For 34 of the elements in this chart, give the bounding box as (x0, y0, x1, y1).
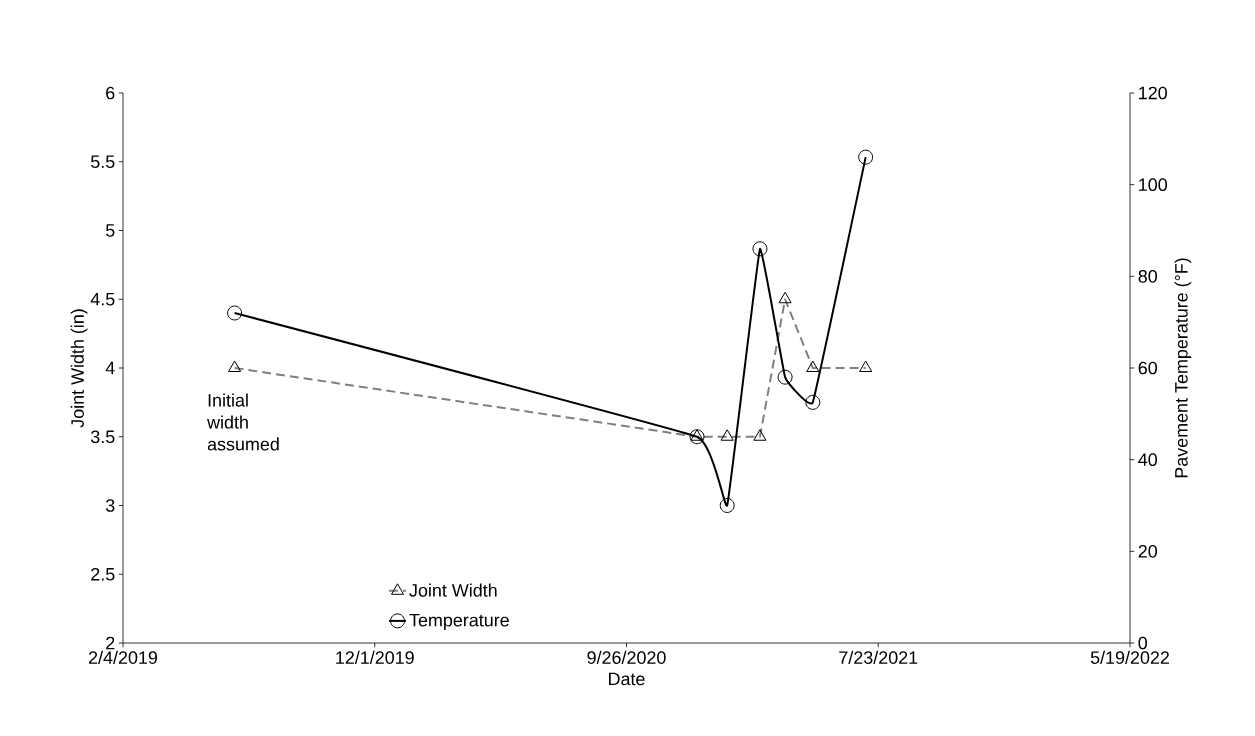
x-tick-label: 9/26/2020 (587, 650, 666, 664)
y-tick-label: 5.5 (91, 155, 115, 168)
legend-label: Joint Width (409, 583, 497, 597)
point (805, 394, 821, 410)
y-tick-label: 2.5 (91, 567, 115, 581)
y-tick-label: 2 (106, 636, 115, 650)
y-tick-label: 3 (105, 499, 115, 512)
x-tick-label: 5/19/2022 (1090, 650, 1169, 664)
point (719, 498, 735, 513)
annotation: Initial width assumed (207, 393, 279, 451)
x-tick-label: 2/4/2019 (89, 650, 158, 664)
x-tick-label: 7/23/2021 (839, 650, 918, 664)
y-tick-label: 3.5 (90, 430, 115, 444)
x-axis-title: Date (609, 672, 645, 686)
y-tick-label: 4.5 (90, 292, 115, 306)
y2-tick-label: 100 (1139, 178, 1167, 192)
y2-tick-label: 0 (1138, 636, 1148, 650)
y-tick-label: 5 (105, 224, 115, 237)
point (752, 241, 768, 257)
point (689, 429, 705, 445)
x-tick-label: 12/1/2019 (336, 650, 414, 664)
y-tick-label: 6 (106, 86, 115, 100)
y2-tick-label: 80 (1138, 269, 1158, 283)
legend-label: Temperature (409, 613, 509, 631)
y-axis-title: Joint Width (in) (70, 309, 88, 428)
point (858, 149, 874, 165)
y2-tick-label: 60 (1138, 361, 1158, 375)
y2-axis-title: Pavement Temperature (°F) (1174, 258, 1192, 478)
y2-tick-label: 40 (1138, 453, 1158, 467)
y-tick-label: 4 (105, 361, 115, 375)
point (777, 369, 793, 385)
y2-tick-label: 20 (1138, 544, 1158, 558)
point (227, 305, 243, 321)
y2-tick-label: 120 (1139, 86, 1167, 100)
